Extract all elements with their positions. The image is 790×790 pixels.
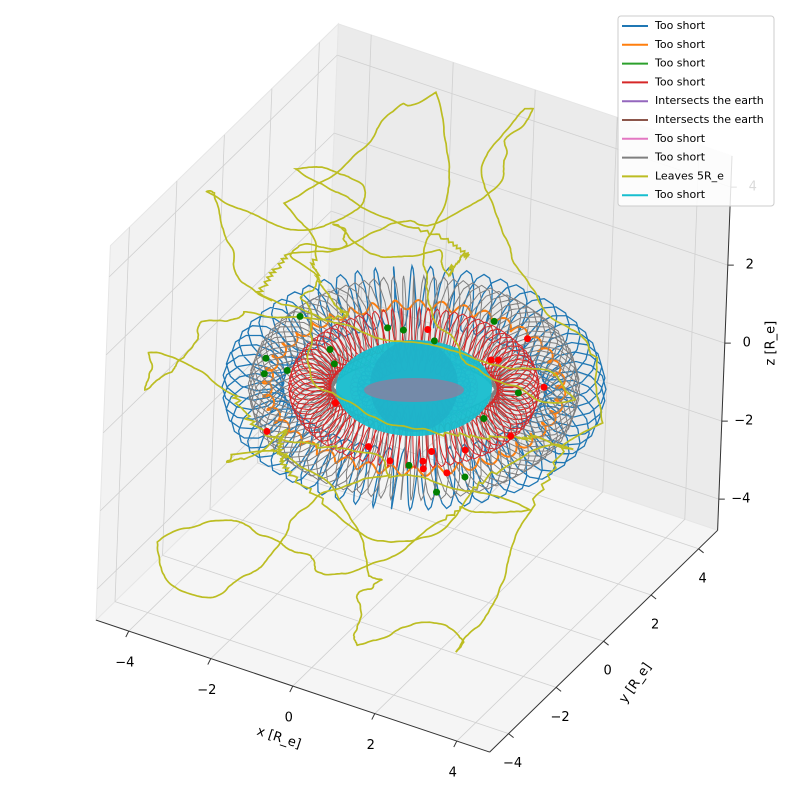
endpoint	[330, 360, 338, 368]
grid-line	[334, 132, 728, 266]
z-axis-line	[717, 155, 733, 531]
grid-line	[99, 288, 329, 512]
endpoint	[365, 443, 373, 451]
tick-mark	[125, 630, 130, 638]
endpoint	[419, 465, 427, 473]
endpoint	[461, 446, 469, 454]
legend-label: Too short	[654, 151, 706, 164]
tick-mark	[650, 594, 657, 600]
tick-mark	[453, 740, 458, 748]
legend-label: Too short	[654, 75, 706, 88]
endpoint	[540, 383, 548, 391]
endpoint	[386, 457, 394, 465]
endpoint	[262, 354, 270, 362]
tick-mark	[603, 640, 609, 646]
endpoint	[443, 469, 451, 477]
trajectory	[221, 263, 607, 512]
endpoint	[514, 389, 522, 397]
endpoint	[480, 415, 488, 423]
endpoint	[263, 427, 271, 435]
y-tick-label: −2	[551, 710, 570, 725]
grid-line	[114, 601, 509, 734]
tick-mark	[555, 687, 562, 692]
tick-mark	[207, 658, 212, 665]
legend-label: Too short	[654, 132, 706, 145]
endpoint	[524, 335, 532, 343]
x-tick-label: 2	[367, 738, 375, 753]
tick-mark	[698, 548, 704, 554]
y-tick-label: 0	[603, 664, 611, 679]
endpoint	[331, 399, 339, 407]
x-axis-label: x [R_e]	[255, 724, 303, 752]
tick-mark	[508, 733, 514, 738]
z-tick-label: −2	[734, 414, 753, 429]
grid-line	[209, 508, 604, 642]
y-axis-line	[489, 529, 718, 753]
legend-label: Too short	[654, 57, 706, 70]
legend: Too short Too short Too short Too short Inte…	[617, 15, 775, 207]
endpoint	[494, 356, 502, 364]
legend-label: Intersects the earth	[655, 113, 764, 126]
endpoint	[424, 326, 432, 334]
grid-line	[331, 210, 725, 344]
grid-line	[108, 54, 338, 278]
endpoint	[461, 473, 469, 481]
endpoint	[487, 356, 495, 364]
z-tick-label: −4	[731, 492, 750, 507]
x-tick-label: 0	[285, 711, 293, 726]
trajectories	[144, 91, 607, 653]
y-tick-label: −4	[503, 756, 522, 771]
endpoint	[428, 448, 436, 456]
x-tick-label: −2	[197, 683, 216, 698]
endpoint	[283, 367, 291, 375]
endpoint	[405, 461, 413, 469]
endpoint	[384, 324, 392, 332]
endpoint	[419, 457, 427, 465]
ring	[364, 378, 464, 402]
y-tick-label: 2	[651, 618, 659, 633]
endpoint	[507, 432, 515, 440]
y-axis-label: y [R_e]	[616, 660, 654, 706]
tick-mark	[371, 713, 376, 720]
trajectory	[247, 273, 581, 502]
legend-label: Too short	[654, 38, 706, 51]
legend-box	[617, 15, 775, 207]
y-tick-label: 4	[698, 571, 706, 586]
legend-label: Leaves 5R_e	[655, 169, 724, 182]
trajectory	[287, 306, 541, 470]
grid-line	[257, 462, 652, 596]
endpoint	[326, 345, 334, 353]
z-tick-label: 2	[746, 258, 754, 273]
endpoint	[490, 317, 498, 325]
x-axis-line	[95, 619, 490, 753]
z-axis-label: z [R_e]	[763, 321, 778, 366]
endpoint	[430, 337, 438, 345]
legend-label: Intersects the earth	[655, 94, 764, 107]
endpoint	[399, 326, 407, 334]
endpoint	[260, 370, 268, 378]
endpoint	[296, 312, 304, 320]
grid-line	[102, 210, 332, 434]
tick-mark	[289, 685, 294, 693]
x-tick-label: 4	[449, 766, 457, 781]
legend-label: Too short	[654, 188, 706, 201]
x-tick-label: −4	[115, 656, 134, 671]
z-tick-label: 0	[743, 336, 751, 351]
endpoint	[433, 488, 441, 496]
legend-label: Too short	[654, 19, 706, 32]
